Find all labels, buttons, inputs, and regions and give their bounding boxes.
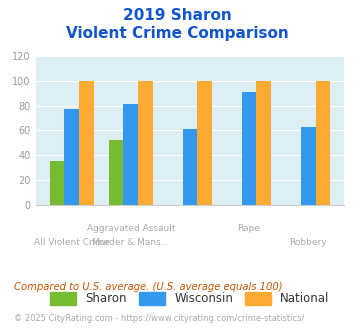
Text: Murder & Mans...: Murder & Mans... [92, 238, 169, 247]
Text: Rape: Rape [237, 224, 261, 233]
Legend: Sharon, Wisconsin, National: Sharon, Wisconsin, National [45, 288, 334, 310]
Text: Violent Crime Comparison: Violent Crime Comparison [66, 26, 289, 41]
Text: All Violent Crime: All Violent Crime [34, 238, 110, 247]
Bar [242, 92, 256, 205]
Bar [64, 109, 79, 205]
Text: © 2025 CityRating.com - https://www.cityrating.com/crime-statistics/: © 2025 CityRating.com - https://www.city… [14, 314, 305, 323]
Text: Aggravated Assault: Aggravated Assault [87, 224, 175, 233]
Bar [182, 129, 197, 205]
Bar [124, 104, 138, 205]
Text: Compared to U.S. average. (U.S. average equals 100): Compared to U.S. average. (U.S. average … [14, 282, 283, 292]
Bar [109, 140, 124, 205]
Bar [301, 127, 316, 205]
Text: 2019 Sharon: 2019 Sharon [123, 8, 232, 23]
Bar [316, 81, 330, 205]
Bar [197, 81, 212, 205]
Bar [256, 81, 271, 205]
Bar [50, 161, 64, 205]
Bar [79, 81, 94, 205]
Bar [138, 81, 153, 205]
Text: Robbery: Robbery [289, 238, 327, 247]
